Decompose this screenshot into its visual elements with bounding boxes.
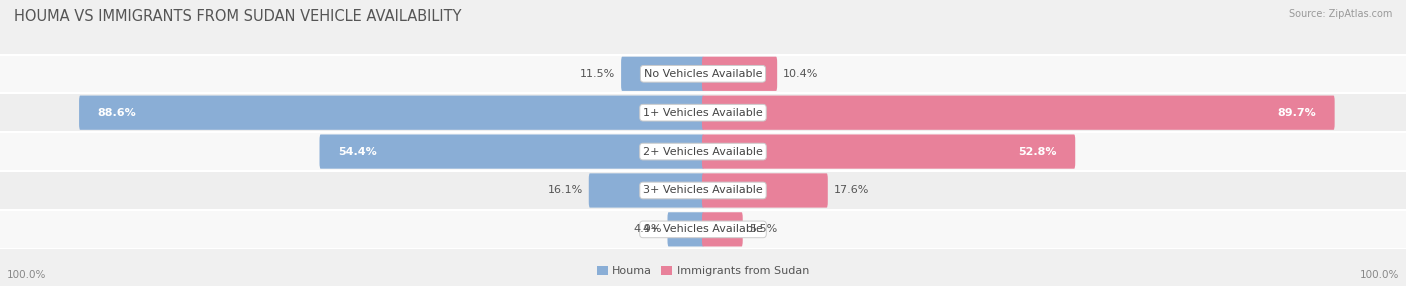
Bar — [0, 94, 1406, 131]
Text: 11.5%: 11.5% — [579, 69, 616, 79]
Text: 1+ Vehicles Available: 1+ Vehicles Available — [643, 108, 763, 118]
Bar — [0, 172, 1406, 209]
Text: 4+ Vehicles Available: 4+ Vehicles Available — [643, 225, 763, 234]
FancyBboxPatch shape — [319, 134, 704, 169]
Text: 52.8%: 52.8% — [1018, 147, 1057, 156]
FancyBboxPatch shape — [589, 173, 704, 208]
Legend: Houma, Immigrants from Sudan: Houma, Immigrants from Sudan — [592, 261, 814, 281]
FancyBboxPatch shape — [702, 57, 778, 91]
FancyBboxPatch shape — [702, 134, 1076, 169]
Text: 16.1%: 16.1% — [547, 186, 583, 195]
Text: 17.6%: 17.6% — [834, 186, 869, 195]
Bar — [0, 54, 1406, 93]
Text: 89.7%: 89.7% — [1277, 108, 1316, 118]
FancyBboxPatch shape — [702, 96, 1334, 130]
FancyBboxPatch shape — [79, 96, 704, 130]
Text: No Vehicles Available: No Vehicles Available — [644, 69, 762, 79]
Bar — [0, 210, 1406, 249]
FancyBboxPatch shape — [702, 173, 828, 208]
Text: 10.4%: 10.4% — [783, 69, 818, 79]
FancyBboxPatch shape — [621, 57, 704, 91]
Bar — [0, 211, 1406, 248]
Text: 5.5%: 5.5% — [749, 225, 778, 234]
Bar — [0, 132, 1406, 171]
Text: 3+ Vehicles Available: 3+ Vehicles Available — [643, 186, 763, 195]
Bar — [0, 171, 1406, 210]
Bar — [0, 133, 1406, 170]
FancyBboxPatch shape — [702, 212, 742, 247]
Text: 4.9%: 4.9% — [633, 225, 662, 234]
Text: 88.6%: 88.6% — [97, 108, 136, 118]
Text: HOUMA VS IMMIGRANTS FROM SUDAN VEHICLE AVAILABILITY: HOUMA VS IMMIGRANTS FROM SUDAN VEHICLE A… — [14, 9, 461, 23]
Text: Source: ZipAtlas.com: Source: ZipAtlas.com — [1288, 9, 1392, 19]
FancyBboxPatch shape — [668, 212, 704, 247]
Text: 54.4%: 54.4% — [337, 147, 377, 156]
Text: 100.0%: 100.0% — [7, 270, 46, 279]
Text: 100.0%: 100.0% — [1360, 270, 1399, 279]
Bar — [0, 55, 1406, 92]
Bar — [0, 93, 1406, 132]
Text: 2+ Vehicles Available: 2+ Vehicles Available — [643, 147, 763, 156]
